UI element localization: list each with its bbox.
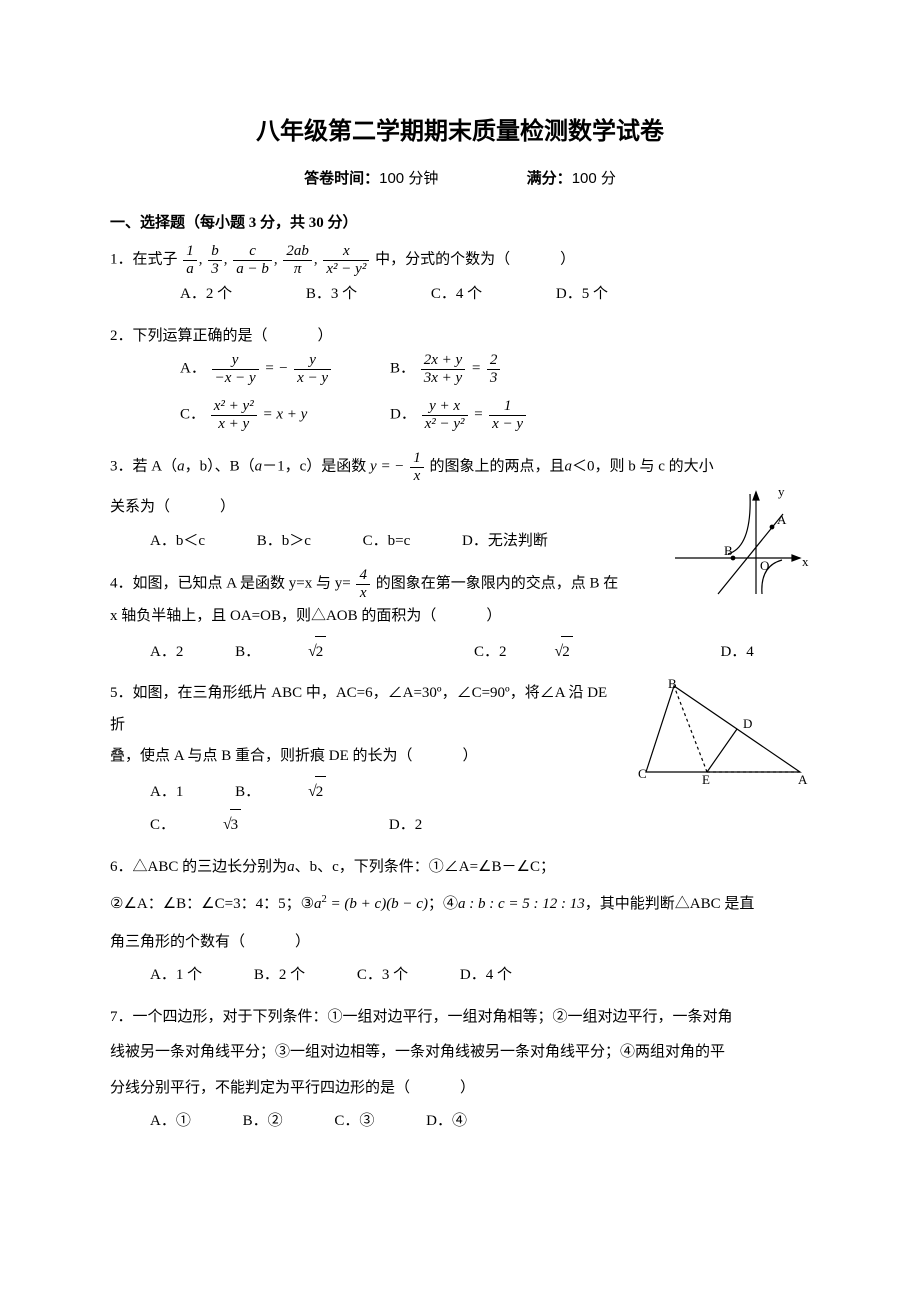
page-title: 八年级第二学期期末质量检测数学试卷 xyxy=(110,110,810,153)
fig-label-A: A xyxy=(777,512,787,527)
question-2: 2．下列运算正确的是（） A． y−x − y = − yx − y B． 2x… xyxy=(110,321,810,433)
q3-opt-a: A．b＜c xyxy=(150,526,205,558)
question-1: 1．在式子 1a, b3, ca − b, 2abπ, xx² − y² 中，分… xyxy=(110,243,810,311)
section-1-header: 一、选择题（每小题 3 分，共 30 分） xyxy=(110,210,810,237)
q1-prefix: 1．在式子 xyxy=(110,252,178,268)
q5-opt-a: A．1 xyxy=(150,777,183,809)
q6-opt-a: A．1 个 xyxy=(150,960,202,992)
fig5-label-E: E xyxy=(702,772,710,787)
time-label: 答卷时间：100 分钟 xyxy=(304,165,438,192)
q1-suffix: 中，分式的个数为（ xyxy=(375,252,510,268)
q4-opt-a: A．2 xyxy=(150,637,183,669)
q2-opt-a: A． y−x − y = − yx − y xyxy=(180,352,390,386)
fig-label-O: O xyxy=(760,558,769,573)
q6-opt-b: B．2 个 xyxy=(254,960,305,992)
question-6: 6．△ABC 的三边长分别为a、b、c，下列条件：①∠A=∠B－∠C； ②∠A：… xyxy=(110,852,810,992)
fig-label-y: y xyxy=(778,484,785,499)
q4-opt-d: D．4 xyxy=(720,637,753,669)
question-5: B D A C E 5．如图，在三角形纸片 ABC 中，AC=6，∠A=30º，… xyxy=(110,678,810,842)
fig5-label-C: C xyxy=(638,766,647,781)
q1-opt-d: D．5 个 xyxy=(556,279,608,311)
fig-label-x: x xyxy=(802,554,809,569)
score-label: 满分：100 分 xyxy=(527,165,616,192)
q4-opt-c: C．22 xyxy=(474,635,669,669)
q1-opt-c: C．4 个 xyxy=(431,279,482,311)
q5-opt-b: B．2 xyxy=(235,775,422,809)
question-7: 7．一个四边形，对于下列条件：①一组对边平行，一组对角相等；②一组对边平行，一条… xyxy=(110,1002,810,1138)
q7-opt-b: B．② xyxy=(243,1106,283,1138)
q6-opt-d: D．4 个 xyxy=(460,960,512,992)
question-3: 3．若 A（a，b）、B（a－1，c）是函数 y = − 1x 的图象上的两点，… xyxy=(110,450,810,557)
subtitle: 答卷时间：100 分钟 满分：100 分 xyxy=(110,165,810,192)
q2-opt-b: B． 2x + y3x + y = 23 xyxy=(390,352,600,386)
q5-opt-c: C．3 xyxy=(150,808,337,842)
q1-opt-a: A．2 个 xyxy=(180,279,232,311)
q6-opt-c: C．3 个 xyxy=(357,960,408,992)
q7-options: A．① B．② C．③ D．④ xyxy=(110,1106,810,1138)
q1-options: A．2 个 B．3 个 C．4 个 D．5 个 xyxy=(110,279,810,311)
fig5-label-D: D xyxy=(743,716,752,731)
q7-opt-d: D．④ xyxy=(426,1106,467,1138)
figure-q5: B D A C E xyxy=(630,678,810,788)
figure-q4: y x A B O xyxy=(670,484,810,599)
fig5-label-B: B xyxy=(668,678,677,691)
q4-opt-b: B．2 xyxy=(235,635,422,669)
q1-opt-b: B．3 个 xyxy=(306,279,357,311)
q3-opt-b: B．b＞c xyxy=(257,526,311,558)
q2-opt-d: D． y + xx² − y² = 1x − y xyxy=(390,398,600,432)
q3-opt-c: C．b=c xyxy=(363,526,411,558)
fig-label-B: B xyxy=(724,543,733,558)
q6-options: A．1 个 B．2 个 C．3 个 D．4 个 xyxy=(110,960,810,992)
q5-opt-d: D．2 xyxy=(389,810,422,842)
q7-opt-c: C．③ xyxy=(334,1106,374,1138)
q3-opt-d: D．无法判断 xyxy=(462,526,548,558)
q2-opt-c: C． x² + y²x + y = x + y xyxy=(180,398,390,432)
fig5-label-A: A xyxy=(798,772,808,787)
q2-options: A． y−x − y = − yx − y B． 2x + y3x + y = … xyxy=(110,352,810,432)
q7-opt-a: A．① xyxy=(150,1106,191,1138)
q4-options: A．2 B．2 C．22 D．4 xyxy=(110,635,810,669)
